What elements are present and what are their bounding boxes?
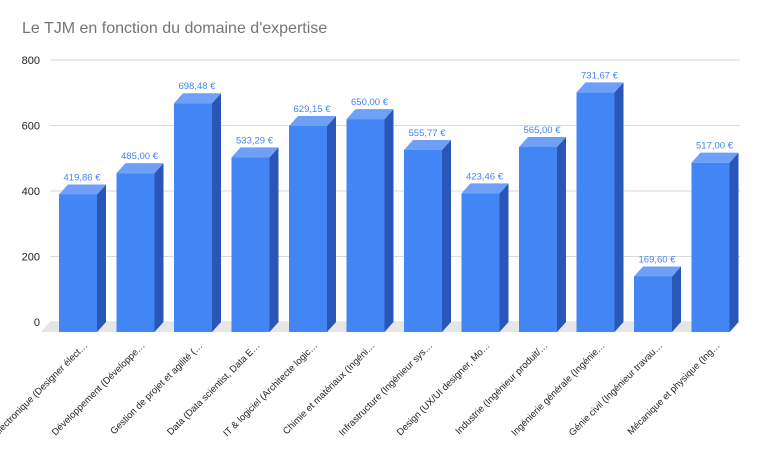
data-label: 650,00 € xyxy=(351,97,389,108)
category-label: Infrastructure (Ingénieur sys… xyxy=(337,340,435,438)
bar-side xyxy=(614,82,624,332)
data-label: 533,29 € xyxy=(236,135,274,146)
bar-front xyxy=(346,119,385,332)
bar-front xyxy=(576,92,615,332)
bar-top xyxy=(519,136,566,147)
data-label: 731,67 € xyxy=(581,70,619,81)
data-label: 419,86 € xyxy=(64,172,102,183)
bar-top xyxy=(59,184,106,195)
category-label: IT & logiciel (Architecte logic… xyxy=(221,340,320,439)
bar-front xyxy=(116,173,155,332)
y-tick-label: 800 xyxy=(22,55,40,67)
bar-side xyxy=(384,109,394,332)
bar-side xyxy=(97,184,106,332)
bar-side xyxy=(442,139,451,332)
bar-front xyxy=(174,103,212,332)
bar xyxy=(346,109,394,332)
bars xyxy=(59,82,739,333)
bar xyxy=(116,163,164,332)
bar-top xyxy=(346,109,394,120)
bar-top xyxy=(691,152,739,163)
bar-top xyxy=(576,82,624,93)
bar xyxy=(576,82,624,332)
bar xyxy=(461,183,509,332)
y-tick-label: 200 xyxy=(22,252,40,264)
bar-front xyxy=(59,194,97,332)
data-label: 517,00 € xyxy=(696,141,734,152)
category-label: Développement (Développe… xyxy=(50,340,148,438)
category-label: Data (Data scientist, Data E… xyxy=(165,340,262,437)
bar xyxy=(59,184,106,332)
bar-side xyxy=(672,266,681,332)
bar xyxy=(634,266,681,332)
y-tick-label: 400 xyxy=(22,186,40,198)
category-label: Mécanique et physique (Ing… xyxy=(626,340,723,437)
bar-front xyxy=(691,162,730,332)
category-label: Design (UX/UI designer, Mo… xyxy=(395,340,493,438)
bar xyxy=(174,93,221,332)
chart-title: Le TJM en fonction du domaine d'expertis… xyxy=(22,20,328,37)
data-label: 565,00 € xyxy=(524,125,562,136)
bar-side xyxy=(269,147,279,332)
bar-top xyxy=(404,139,451,150)
bar-side xyxy=(499,183,509,332)
bar-front xyxy=(634,276,672,332)
bar-side xyxy=(212,93,221,332)
bar-front xyxy=(404,149,442,332)
bar-side xyxy=(154,163,164,332)
data-label: 169,60 € xyxy=(639,254,677,265)
category-label: Industrie (Ingénieur produit/… xyxy=(453,340,550,437)
bar-side xyxy=(729,152,739,332)
y-axis-ticks: 0 200 400 600 800 xyxy=(22,55,40,329)
bar-front xyxy=(231,157,270,332)
category-label: Gestion de projet et agilité (… xyxy=(108,340,205,437)
category-label: Génie civil (Ingénieur travau… xyxy=(567,340,665,438)
bar-top xyxy=(634,266,681,277)
bar-front xyxy=(289,125,327,333)
bar xyxy=(519,136,566,332)
bar xyxy=(231,147,279,332)
y-tick-label: 0 xyxy=(34,317,40,329)
bar-front xyxy=(519,146,557,332)
category-label: Électronique (Designer élect… xyxy=(0,340,90,439)
y-tick-label: 600 xyxy=(22,121,40,133)
data-label: 629,15 € xyxy=(294,104,332,115)
bar xyxy=(691,152,739,332)
data-label: 555,77 € xyxy=(409,128,447,139)
data-label: 698,48 € xyxy=(179,81,217,92)
category-labels: Électronique (Designer élect…Développeme… xyxy=(0,340,723,439)
category-label: Ingénierie générale (Ingénie… xyxy=(509,340,607,438)
data-label: 423,46 € xyxy=(466,171,504,182)
bar-top xyxy=(231,147,279,158)
data-labels: 419,86 € 485,00 € 698,48 € 533,29 € 629,15 €… xyxy=(64,70,734,265)
bar-front xyxy=(461,193,500,332)
bar xyxy=(404,139,451,332)
bar xyxy=(289,115,336,333)
bar-top xyxy=(174,93,221,104)
data-label: 485,00 € xyxy=(121,151,159,162)
bar-side xyxy=(557,136,566,332)
category-label: Chimie et matériaux (Ingéni… xyxy=(281,340,378,437)
bar-top xyxy=(289,115,336,126)
bar-side xyxy=(327,115,336,333)
bar-top xyxy=(116,163,164,174)
bar-top xyxy=(461,183,509,194)
